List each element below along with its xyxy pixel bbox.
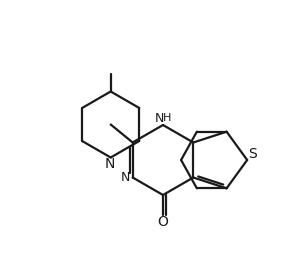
Text: N: N <box>104 157 115 172</box>
Text: N: N <box>154 112 164 124</box>
Text: H: H <box>163 113 171 123</box>
Text: O: O <box>158 215 168 229</box>
Text: N: N <box>121 171 130 184</box>
Text: S: S <box>248 147 257 161</box>
